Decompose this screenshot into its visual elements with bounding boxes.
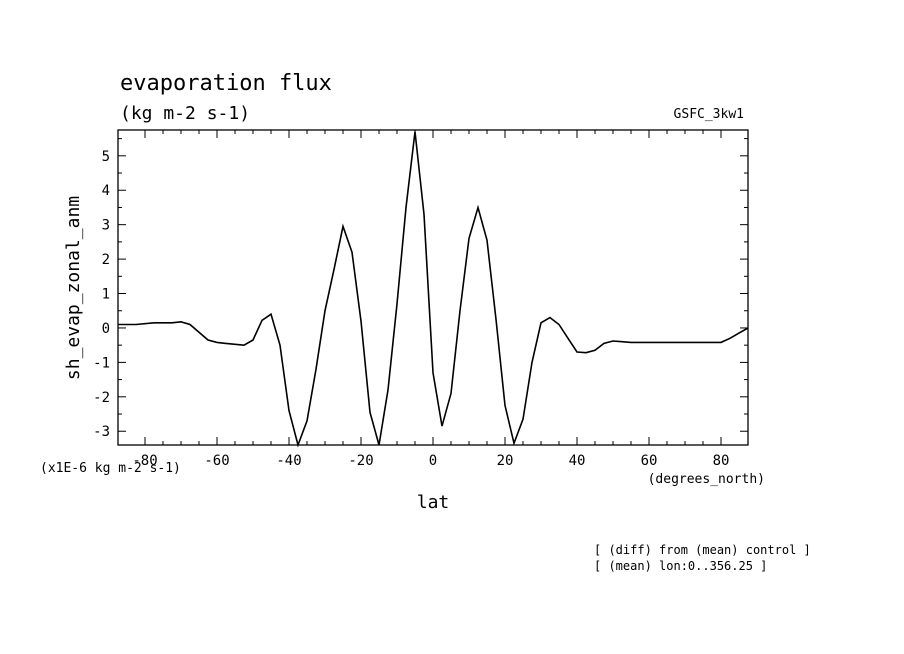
y-scale-note: (x1E-6 kg m-2 s-1): [40, 461, 181, 476]
y-axis-label: sh_evap_zonal_anm: [63, 196, 84, 380]
x-tick-label: 80: [713, 453, 730, 469]
y-tick-label: -3: [93, 424, 110, 440]
y-tick-label: -2: [93, 390, 110, 406]
x-tick-label: -80: [132, 453, 157, 469]
x-tick-label: 60: [641, 453, 658, 469]
x-tick-label: -60: [204, 453, 229, 469]
y-tick-label: 4: [102, 183, 110, 199]
series-line: [118, 131, 749, 448]
y-tick-label: 3: [102, 218, 110, 234]
chart-subtitle: (kg m-2 s-1): [120, 103, 250, 124]
x-tick-label: -20: [348, 453, 373, 469]
plot-area: -80 -60 -40 -20 0 20 40 60 80 -3 -2 -1 0 1 2 3 4 5: [93, 130, 749, 469]
note-mean-lon: [ (mean) lon:0..356.25 ]: [594, 559, 767, 573]
x-tick-label: 40: [569, 453, 586, 469]
note-diff-from-control: [ (diff) from (mean) control ]: [594, 543, 811, 557]
plot-frame: [117, 129, 749, 446]
y-tick-label: 0: [102, 321, 110, 337]
y-tick-label: 1: [102, 287, 110, 303]
x-tick-label: 20: [497, 453, 514, 469]
x-units-label: (degrees_north): [648, 472, 765, 487]
y-tick-label: 2: [102, 252, 110, 268]
y-tick-label: 5: [102, 149, 110, 165]
chart-title: evaporation flux: [120, 71, 332, 96]
y-tick-label: -1: [93, 355, 110, 371]
run-label: GSFC_3kw1: [674, 107, 744, 122]
x-tick-label: 0: [429, 453, 437, 469]
x-tick-label: -40: [276, 453, 301, 469]
x-axis-label: lat: [417, 492, 450, 513]
